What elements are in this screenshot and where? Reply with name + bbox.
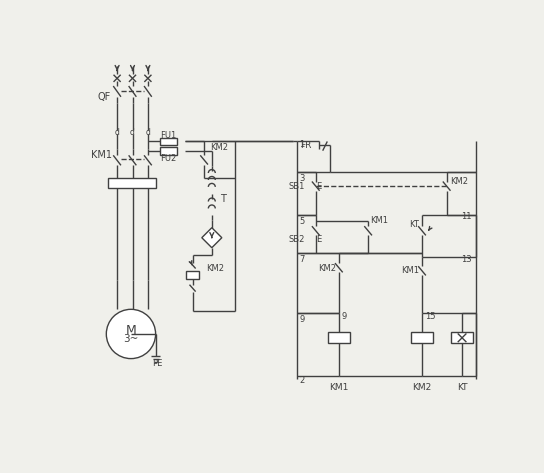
Text: KM1: KM1: [370, 216, 388, 225]
Text: KM2: KM2: [412, 383, 431, 393]
Text: d: d: [145, 128, 150, 137]
Text: SB1: SB1: [289, 182, 305, 191]
Text: PE: PE: [152, 359, 162, 368]
Text: 3~: 3~: [123, 334, 139, 344]
Text: KT: KT: [457, 383, 467, 393]
Bar: [160, 138, 177, 145]
Circle shape: [106, 309, 156, 359]
Text: E: E: [317, 235, 322, 244]
Text: SB2: SB2: [289, 235, 305, 244]
Text: KM2: KM2: [318, 264, 336, 273]
Text: QF: QF: [97, 92, 110, 102]
Text: KM1: KM1: [329, 383, 349, 393]
Bar: [186, 271, 200, 279]
Text: KM1: KM1: [91, 150, 112, 160]
Text: FU2: FU2: [160, 154, 177, 163]
Text: T: T: [220, 194, 226, 204]
Bar: [328, 333, 350, 343]
Bar: [108, 178, 156, 188]
Text: 13: 13: [461, 255, 472, 264]
Text: KT: KT: [409, 220, 419, 229]
Text: M: M: [126, 324, 137, 337]
Text: 15: 15: [425, 312, 436, 321]
Text: d: d: [130, 128, 135, 137]
Text: KM2: KM2: [211, 143, 228, 152]
Text: FR: FR: [300, 141, 311, 150]
Text: FU1: FU1: [160, 131, 177, 140]
Text: E: E: [317, 182, 322, 191]
Text: KM2: KM2: [206, 264, 225, 273]
Text: 7: 7: [300, 255, 305, 264]
Polygon shape: [202, 228, 222, 248]
Bar: [411, 333, 433, 343]
Text: KM1: KM1: [401, 266, 419, 275]
Text: d: d: [115, 128, 120, 137]
Text: 5: 5: [300, 217, 305, 226]
Text: KM2: KM2: [450, 177, 468, 186]
Bar: [452, 333, 473, 343]
Text: 3: 3: [300, 174, 305, 183]
Text: 9: 9: [342, 312, 347, 321]
Bar: [160, 147, 177, 155]
Text: 1: 1: [300, 140, 305, 149]
Text: 2: 2: [300, 377, 305, 385]
Text: 11: 11: [461, 212, 472, 221]
Text: 9: 9: [300, 315, 305, 324]
